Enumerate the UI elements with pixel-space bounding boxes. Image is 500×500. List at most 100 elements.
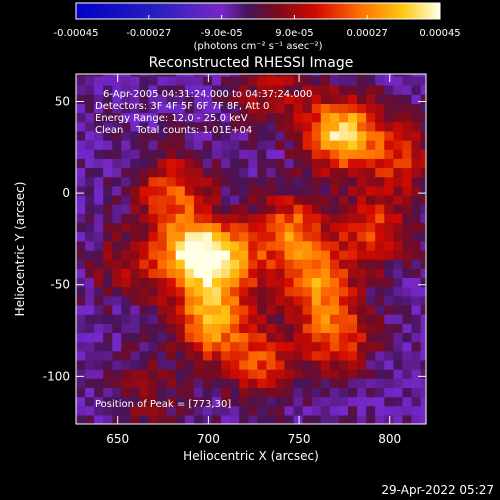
- heatmap-cell: [275, 74, 286, 77]
- heatmap-cell: [85, 85, 95, 95]
- heatmap-cell: [257, 405, 267, 416]
- heatmap-cell: [384, 369, 394, 379]
- heatmap-cell: [384, 341, 394, 352]
- heatmap-cell: [112, 323, 122, 333]
- heatmap-cell: [184, 158, 195, 169]
- heatmap-cell: [239, 213, 249, 224]
- heatmap-cell: [348, 85, 358, 95]
- heatmap-cell: [320, 222, 331, 233]
- heatmap-cell: [311, 396, 322, 407]
- heatmap-cell: [166, 130, 177, 141]
- heatmap-cell: [248, 75, 258, 86]
- heatmap-cell: [320, 286, 331, 297]
- heatmap-cell: [275, 176, 286, 187]
- heatmap-cell: [293, 378, 304, 388]
- heatmap-cell: [266, 140, 277, 150]
- heatmap-cell: [320, 369, 331, 379]
- heatmap-cell: [239, 74, 249, 77]
- heatmap-cell: [275, 204, 286, 214]
- heatmap-cell: [166, 323, 177, 333]
- heatmap-cell: [184, 277, 195, 288]
- heatmap-cell: [284, 74, 295, 77]
- heatmap-cell: [339, 323, 349, 333]
- heatmap-cell: [121, 277, 131, 288]
- heatmap-cell: [293, 369, 304, 379]
- heatmap-cell: [384, 240, 394, 251]
- heatmap-cell: [384, 359, 394, 370]
- heatmap-cell: [130, 112, 141, 123]
- colorbar-ticks: -0.00045 -0.00027 -9.0e-05 9.0e-05 0.00027 0.…: [54, 15, 461, 39]
- heatmap-cell: [130, 323, 141, 333]
- heatmap-cell: [302, 405, 313, 416]
- heatmap-cell: [402, 314, 413, 324]
- heatmap-cell: [284, 314, 295, 324]
- heatmap-cell: [121, 314, 131, 324]
- heatmap-cell: [339, 140, 349, 150]
- heatmap-cell: [193, 332, 204, 343]
- heatmap-cell: [366, 158, 376, 169]
- heatmap-cell: [230, 396, 240, 407]
- heatmap-cell: [221, 259, 231, 269]
- heatmap-cell: [230, 130, 240, 141]
- heatmap-cell: [311, 259, 322, 269]
- heatmap-cell: [221, 75, 231, 86]
- heatmap-cell: [293, 74, 304, 77]
- heatmap-cell: [85, 332, 95, 343]
- heatmap-cell: [293, 85, 304, 95]
- heatmap-cell: [184, 304, 195, 315]
- heatmap-cell: [230, 74, 240, 77]
- heatmap-cell: [275, 314, 286, 324]
- heatmap-cell: [212, 286, 222, 297]
- heatmap-cell: [202, 286, 213, 297]
- heatmap-cell: [366, 405, 376, 416]
- heatmap-cell: [85, 295, 95, 306]
- heatmap-cell: [166, 405, 177, 416]
- heatmap-cell: [384, 85, 394, 95]
- heatmap-cell: [302, 295, 313, 306]
- heatmap-cell: [184, 130, 195, 141]
- heatmap-cell: [320, 85, 331, 95]
- heatmap-cell: [348, 94, 358, 104]
- heatmap-cell: [193, 167, 204, 178]
- heatmap-cell: [257, 167, 267, 178]
- heatmap-cell: [402, 405, 413, 416]
- heatmap-cell: [212, 332, 222, 343]
- heatmap-cell: [85, 304, 95, 315]
- heatmap-cell: [348, 140, 358, 150]
- heatmap-cell: [148, 277, 159, 288]
- heatmap-cell: [103, 176, 113, 187]
- heatmap-cell: [221, 112, 231, 123]
- heatmap-cell: [293, 387, 304, 398]
- heatmap-cell: [311, 378, 322, 388]
- heatmap-cell: [320, 387, 331, 398]
- heatmap-cell: [202, 85, 213, 95]
- heatmap-cell: [212, 387, 222, 398]
- heatmap-cell: [302, 185, 313, 196]
- heatmap-cell: [248, 176, 258, 187]
- heatmap-cell: [130, 314, 141, 324]
- heatmap-cell: [375, 304, 385, 315]
- heatmap-cell: [302, 277, 313, 288]
- heatmap-cell: [248, 103, 258, 114]
- heatmap-cell: [411, 140, 422, 150]
- heatmap-cell: [393, 176, 404, 187]
- heatmap-cell: [311, 75, 322, 86]
- heatmap-cell: [366, 304, 376, 315]
- heatmap-cell: [420, 121, 426, 132]
- heatmap-cell: [212, 158, 222, 169]
- heatmap-cell: [139, 112, 150, 123]
- heatmap-cell: [94, 231, 104, 242]
- heatmap-cell: [357, 295, 367, 306]
- heatmap-cell: [411, 414, 422, 424]
- heatmap-cell: [139, 158, 150, 169]
- heatmap-cell: [239, 222, 249, 233]
- heatmap-cell: [266, 277, 277, 288]
- heatmap-cell: [157, 396, 168, 407]
- heatmap-cell: [221, 387, 231, 398]
- heatmap-cell: [248, 213, 258, 224]
- heatmap-cell: [329, 167, 340, 178]
- heatmap-cell: [257, 194, 267, 205]
- heatmap-cell: [212, 204, 222, 214]
- heatmap-cell: [157, 304, 168, 315]
- heatmap-cell: [85, 414, 95, 424]
